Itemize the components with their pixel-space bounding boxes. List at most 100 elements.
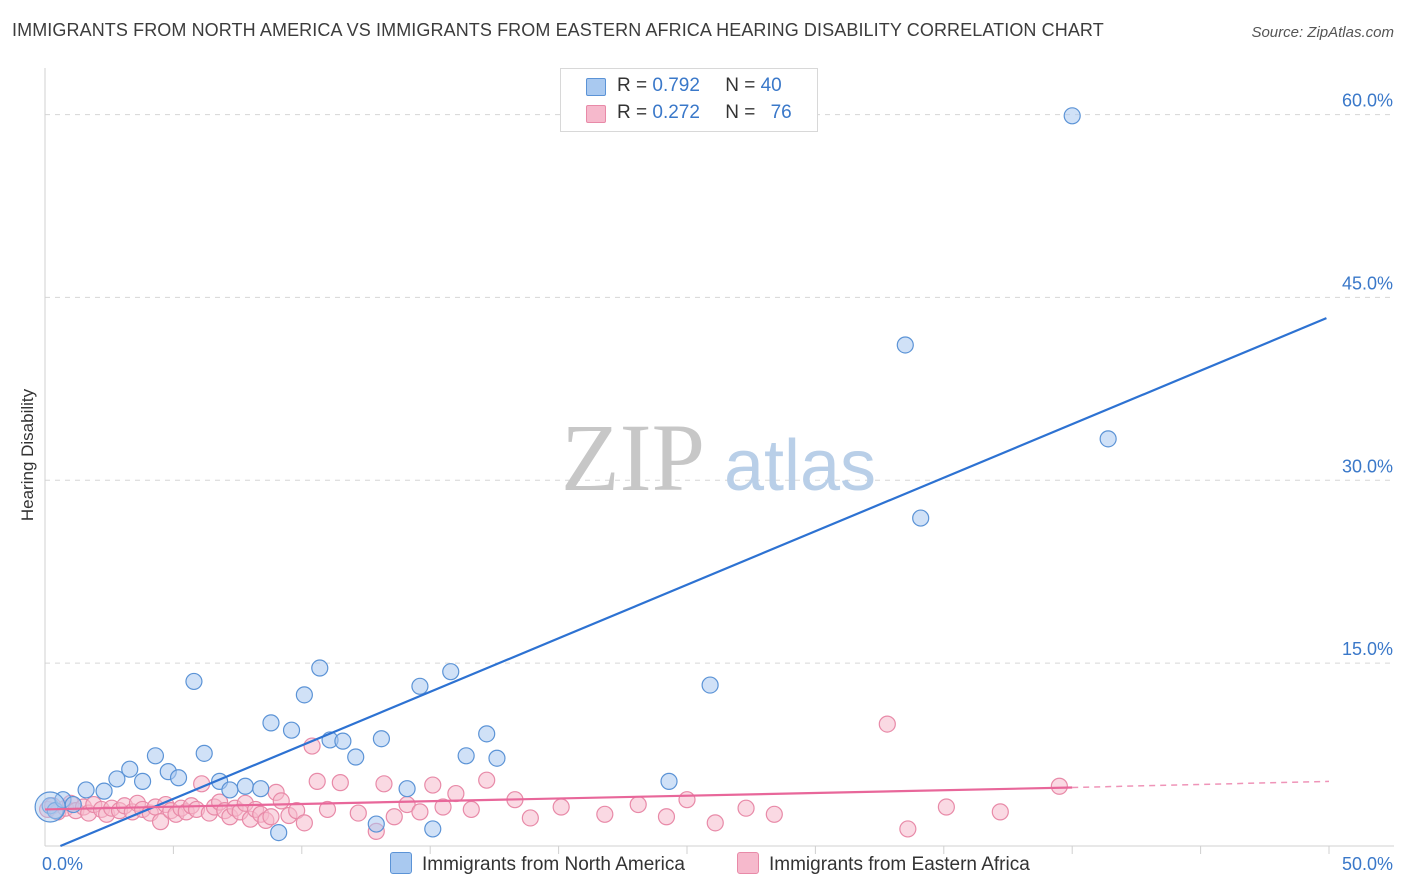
data-point-north-america xyxy=(77,781,95,799)
data-point-north-america xyxy=(424,820,442,838)
data-point-eastern-africa xyxy=(596,805,614,823)
data-point-eastern-africa xyxy=(262,808,280,826)
data-point-eastern-africa xyxy=(272,792,290,810)
data-point-north-america xyxy=(488,749,506,767)
data-point-north-america xyxy=(398,780,416,798)
y-tick-label: 45.0% xyxy=(1342,273,1393,293)
data-point-eastern-africa xyxy=(462,800,480,819)
data-point-north-america xyxy=(146,747,165,765)
data-point-north-america xyxy=(270,823,288,842)
legend-row-eastern-africa: R = 0.272 N = 76 xyxy=(586,102,792,124)
bottom-legend-eastern-africa: Immigrants from Eastern Africa xyxy=(737,852,1030,876)
trend-lines xyxy=(44,317,1330,848)
data-point-north-america xyxy=(236,777,254,795)
data-point-eastern-africa xyxy=(765,805,783,823)
eastern-africa-points xyxy=(38,715,1068,840)
data-point-eastern-africa xyxy=(878,715,896,733)
legend-row-north-america: R = 0.792 N = 40 xyxy=(586,75,782,97)
data-point-eastern-africa xyxy=(937,798,955,816)
data-point-north-america xyxy=(372,730,391,748)
data-point-eastern-africa xyxy=(288,802,306,820)
data-point-eastern-africa xyxy=(552,798,570,816)
legend-n-label: N = xyxy=(725,75,756,96)
data-point-eastern-africa xyxy=(331,774,349,792)
axes-layer xyxy=(44,68,1394,854)
data-point-eastern-africa xyxy=(295,814,313,832)
data-point-north-america xyxy=(442,663,460,681)
data-point-eastern-africa xyxy=(706,814,724,832)
y-tick-label: 30.0% xyxy=(1342,456,1393,476)
data-point-eastern-africa xyxy=(434,798,452,816)
data-point-eastern-africa xyxy=(991,803,1009,821)
data-point-north-america xyxy=(701,676,719,694)
data-point-eastern-africa xyxy=(411,803,429,821)
legend-n-value-eastern-africa: 76 xyxy=(770,102,792,123)
data-point-north-america xyxy=(64,795,82,814)
data-point-eastern-africa xyxy=(424,776,442,794)
bottom-legend-north-america: Immigrants from North America xyxy=(390,852,685,876)
data-point-north-america xyxy=(252,780,270,798)
data-point-north-america xyxy=(95,782,113,800)
data-point-north-america xyxy=(169,769,188,787)
data-point-north-america-cluster xyxy=(34,791,66,823)
data-point-north-america xyxy=(185,672,203,691)
data-point-eastern-africa xyxy=(1050,777,1068,795)
x-tick-label-max: 50.0% xyxy=(1342,854,1393,874)
legend-swatch-blue xyxy=(586,78,606,96)
bottom-legend-swatch-blue xyxy=(390,852,412,874)
data-point-eastern-africa xyxy=(478,771,496,789)
data-point-north-america xyxy=(457,747,475,765)
watermark-atlas: atlas xyxy=(724,426,876,506)
data-point-north-america xyxy=(896,336,914,354)
bottom-legend-label-north-america: Immigrants from North America xyxy=(422,854,685,875)
source-credit: Source: ZipAtlas.com xyxy=(1251,24,1394,41)
data-point-eastern-africa xyxy=(375,775,393,793)
data-point-north-america xyxy=(221,781,239,799)
data-point-eastern-africa xyxy=(899,820,917,838)
legend-r-label: R = xyxy=(617,75,648,96)
x-tick-label-min: 0.0% xyxy=(42,854,83,874)
data-point-eastern-africa xyxy=(678,791,696,809)
data-point-eastern-africa xyxy=(349,804,367,822)
data-point-north-america xyxy=(1063,107,1081,125)
data-point-north-america xyxy=(660,772,678,790)
data-point-north-america xyxy=(282,721,301,739)
legend-r-label: R = xyxy=(617,102,648,123)
data-point-north-america xyxy=(108,770,126,788)
data-point-north-america xyxy=(295,686,313,704)
data-point-north-america xyxy=(478,725,496,743)
data-point-eastern-africa xyxy=(151,813,170,831)
data-point-north-america xyxy=(1099,430,1117,448)
bottom-legend-swatch-pink xyxy=(737,852,759,874)
data-point-eastern-africa xyxy=(657,808,676,826)
data-point-north-america xyxy=(367,815,385,833)
bottom-legend-label-eastern-africa: Immigrants from Eastern Africa xyxy=(769,854,1030,875)
watermark: ZIP atlas xyxy=(561,404,876,511)
data-point-eastern-africa xyxy=(318,800,337,819)
north-america-points xyxy=(34,107,1117,842)
legend-r-value-north-america: 0.792 xyxy=(652,75,700,96)
grid-layer xyxy=(45,114,1394,664)
data-point-north-america xyxy=(347,748,365,766)
data-point-north-america xyxy=(311,659,329,677)
trend-line-eastern-africa xyxy=(44,786,1073,811)
data-point-eastern-africa xyxy=(629,795,647,814)
legend-n-label: N = xyxy=(725,102,756,123)
trend-line-eastern-africa-extension xyxy=(1072,780,1330,789)
y-tick-label: 60.0% xyxy=(1342,91,1393,111)
data-point-eastern-africa xyxy=(521,809,539,827)
y-tick-label: 15.0% xyxy=(1342,639,1393,659)
data-point-north-america xyxy=(133,772,152,790)
legend-swatch-pink xyxy=(586,105,606,123)
data-point-eastern-africa xyxy=(737,799,755,817)
data-point-north-america xyxy=(121,760,139,778)
data-point-north-america xyxy=(262,714,280,732)
tick-labels: 15.0% 30.0% 45.0% 60.0% 0.0% 50.0% xyxy=(42,91,1393,874)
data-point-north-america xyxy=(912,509,930,527)
correlation-legend: R = 0.792 N = 40 R = 0.272 N = 76 xyxy=(560,68,818,132)
trend-line-north-america xyxy=(59,317,1327,848)
data-point-eastern-africa xyxy=(447,784,465,803)
legend-n-value-north-america: 40 xyxy=(760,75,782,96)
data-point-eastern-africa xyxy=(385,808,403,826)
